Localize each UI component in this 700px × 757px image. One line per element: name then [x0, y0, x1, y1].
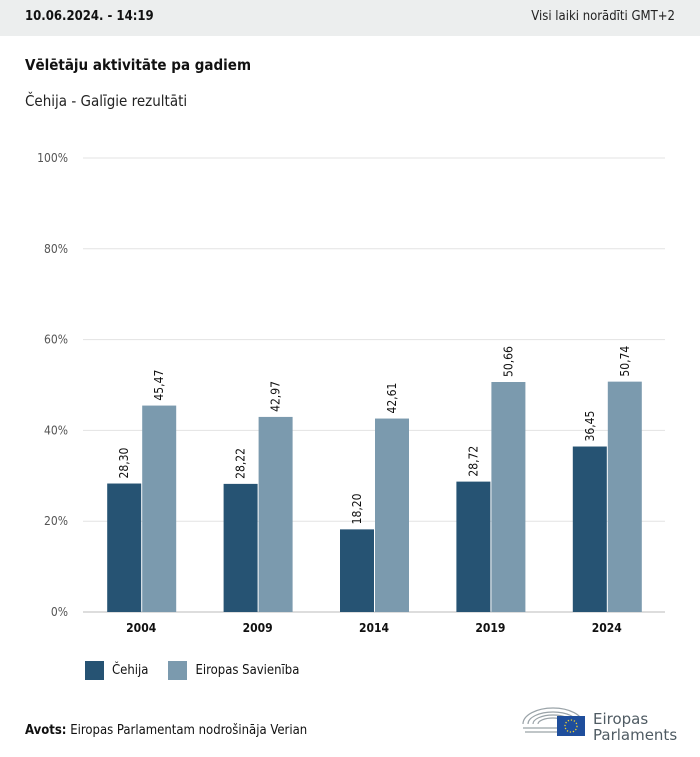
data-label: 18,20: [350, 493, 364, 524]
source-note: Avots: Eiropas Parlamentam nodrošināja V…: [25, 723, 307, 738]
logo-text-line1: Eiropas: [593, 710, 648, 728]
data-label: 50,66: [501, 346, 515, 377]
bar-eu: [142, 405, 177, 612]
y-tick-label: 40%: [44, 423, 68, 437]
bar-cehija: [456, 481, 491, 612]
x-tick-label: 2019: [475, 621, 505, 635]
y-tick-label: 0%: [51, 605, 68, 619]
data-label: 28,72: [466, 446, 480, 477]
legend-label-eu: Eiropas Savienība: [195, 663, 300, 678]
datetime: 10.06.2024. - 14:19: [25, 9, 154, 24]
data-label: 42,97: [269, 381, 283, 412]
x-tick-label: 2004: [126, 621, 157, 635]
x-tick-label: 2014: [359, 621, 390, 635]
legend-swatch-eu: [168, 661, 188, 680]
source-label: Avots:: [25, 723, 67, 738]
bar-cehija: [107, 483, 142, 612]
legend-swatch-cehija: [85, 661, 104, 680]
chart-title: Vēlētāju aktivitāte pa gadiem: [25, 56, 252, 74]
data-label: 45,47: [152, 370, 166, 401]
chart-subtitle: Čehija - Galīgie rezultāti: [25, 92, 188, 110]
timezone-note: Visi laiki norādīti GMT+2: [531, 9, 675, 24]
y-tick-label: 20%: [44, 514, 68, 528]
bar-cehija: [223, 483, 258, 612]
parliament-hemicycle-icon: Eiropas Parlaments: [522, 707, 677, 744]
legend: Čehija Eiropas Savienība: [85, 661, 299, 680]
y-tick-label: 100%: [37, 151, 68, 165]
data-label: 28,30: [117, 447, 131, 478]
bar-eu: [607, 381, 642, 612]
x-tick-label: 2009: [243, 621, 273, 635]
x-tick-label: 2024: [592, 621, 623, 635]
bar-eu: [258, 416, 293, 612]
data-label: 42,61: [385, 383, 399, 414]
y-tick-label: 80%: [44, 242, 68, 256]
bar-eu: [375, 418, 409, 612]
data-label: 50,74: [618, 346, 632, 377]
top-bar: 10.06.2024. - 14:19 Visi laiki norādīti …: [0, 0, 700, 36]
source-text: Eiropas Parlamentam nodrošināja Verian: [70, 723, 308, 738]
logo-text-line2: Parlaments: [593, 726, 677, 742]
bar-cehija: [340, 529, 374, 612]
data-label: 36,45: [583, 411, 597, 442]
bar-chart: 0% 20% 40% 60% 80% 100% 28,30 45,47 2004 28,22 42,…: [37, 151, 665, 635]
bar-eu: [491, 382, 526, 612]
bar-cehija: [572, 446, 607, 612]
data-label: 28,22: [234, 448, 248, 479]
legend-label-cehija: Čehija: [112, 663, 149, 678]
european-parliament-logo: Eiropas Parlaments: [521, 702, 681, 744]
y-tick-label: 60%: [44, 333, 68, 347]
